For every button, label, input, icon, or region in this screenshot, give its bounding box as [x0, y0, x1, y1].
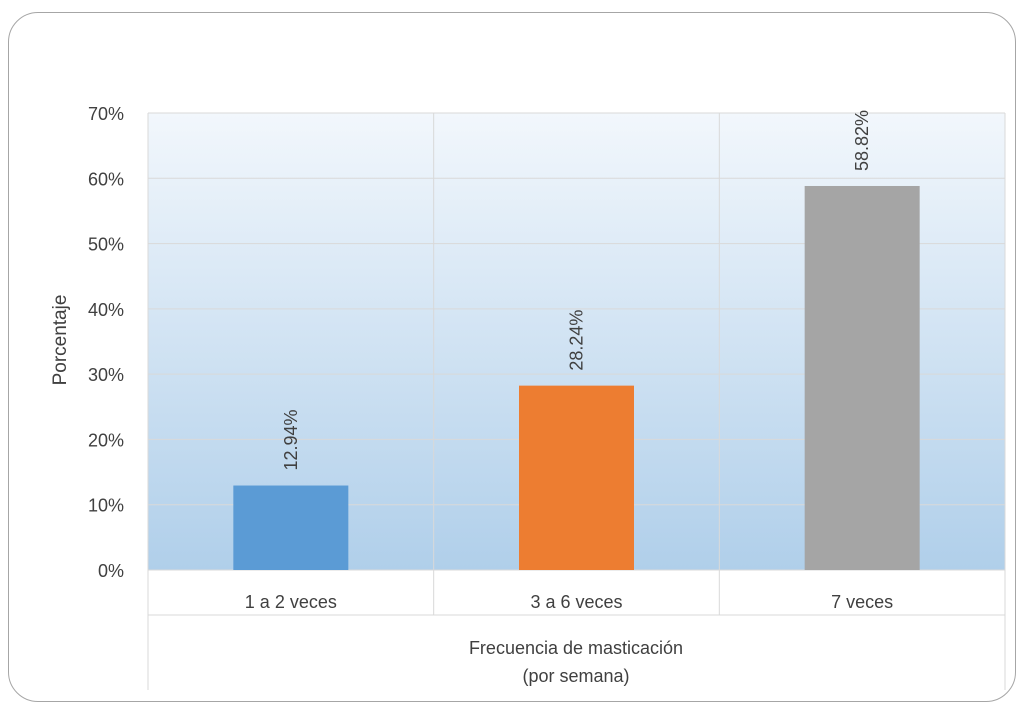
x-axis-label-line-2: (por semana) — [522, 666, 629, 686]
bar — [519, 385, 634, 570]
bar-data-label: 28.24% — [567, 310, 587, 371]
y-tick-label: 60% — [88, 169, 124, 189]
x-axis-categories: 1 a 2 veces 3 a 6 veces 7 veces — [245, 592, 893, 612]
bar — [233, 485, 349, 570]
y-tick-label: 30% — [88, 365, 124, 385]
x-category-label: 1 a 2 veces — [245, 592, 337, 612]
bar-data-label: 58.82% — [852, 110, 872, 171]
x-category-label: 3 a 6 veces — [530, 592, 622, 612]
x-axis-label-line-1: Frecuencia de masticación — [469, 638, 683, 658]
bars: 12.94% 28.24% 58.82% — [233, 110, 920, 570]
bar — [804, 185, 920, 570]
y-axis-label: Porcentaje — [50, 295, 71, 386]
bar-data-label: 12.94% — [281, 409, 301, 470]
y-tick-label: 50% — [88, 235, 124, 255]
y-tick-label: 10% — [88, 496, 124, 516]
y-tick-label: 70% — [88, 104, 124, 124]
y-tick-label: 40% — [88, 300, 124, 320]
y-axis-ticks: 0% 10% 20% 30% 40% 50% 60% 70% — [88, 104, 124, 581]
y-tick-label: 0% — [98, 561, 124, 581]
y-tick-label: 20% — [88, 430, 124, 450]
x-category-label: 7 veces — [831, 592, 893, 612]
